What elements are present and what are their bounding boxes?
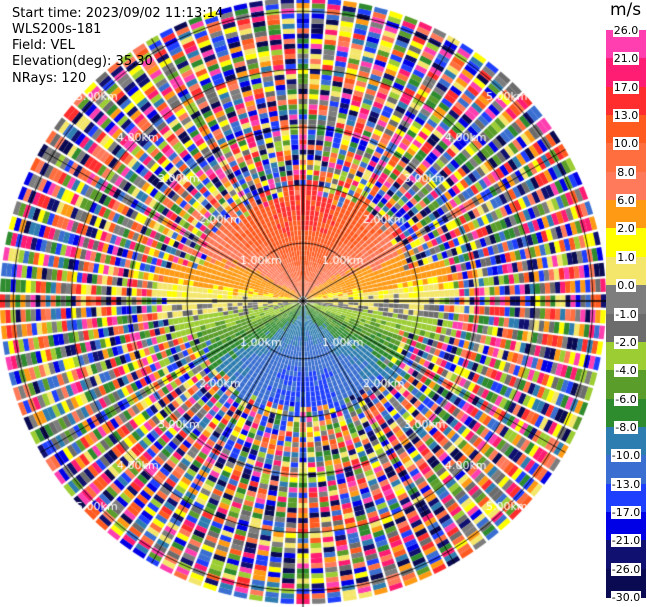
field-label: Field: VEL bbox=[12, 38, 75, 53]
colorbar-tick-label: -26.0 bbox=[610, 562, 642, 576]
colorbar-tick-label: 26.0 bbox=[612, 24, 640, 37]
colorbar-tick-label: 17.0 bbox=[612, 80, 640, 94]
colorbar-tick-label: 8.0 bbox=[616, 165, 636, 179]
colorbar-tick-label: -30.0 bbox=[610, 591, 642, 604]
colorbar-tick-label: 6.0 bbox=[616, 194, 636, 208]
colorbar-tick-label: -1.0 bbox=[614, 307, 638, 321]
nrays-label: NRays: 120 bbox=[12, 71, 87, 86]
ppi-radar-plot bbox=[0, 0, 606, 607]
elevation-label: Elevation(deg): 35.30 bbox=[12, 54, 153, 69]
colorbar-tick-label: -17.0 bbox=[610, 505, 642, 519]
colorbar-tick-label: 10.0 bbox=[612, 137, 640, 151]
colorbar-tick-label: 21.0 bbox=[612, 52, 640, 66]
instrument-label: WLS200s-181 bbox=[12, 22, 102, 37]
start-time-label: Start time: 2023/09/02 11:13:14 bbox=[12, 6, 224, 21]
colorbar-tick-label: -10.0 bbox=[610, 449, 642, 463]
colorbar-tick-label: 0.0 bbox=[616, 279, 636, 293]
colorbar-tick-label: 2.0 bbox=[616, 222, 636, 236]
colorbar-tick-label: 1.0 bbox=[616, 250, 636, 264]
colorbar-tick-label: -6.0 bbox=[614, 392, 638, 406]
colorbar-tick-label: -8.0 bbox=[614, 420, 638, 434]
colorbar-tick-label: -4.0 bbox=[614, 364, 638, 378]
colorbar-tick-label: -2.0 bbox=[614, 335, 638, 349]
colorbar: 26.0 21.0 17.0 13.0 10.0 8.0 6.0 2.0 1.0 0.0 -1.0 -… bbox=[606, 24, 646, 604]
colorbar-tick-label: -21.0 bbox=[610, 534, 642, 548]
colorbar-tick-label: -13.0 bbox=[610, 477, 642, 491]
colorbar-tick-label: 13.0 bbox=[612, 109, 640, 123]
colorbar-unit-label: m/s bbox=[610, 0, 642, 20]
